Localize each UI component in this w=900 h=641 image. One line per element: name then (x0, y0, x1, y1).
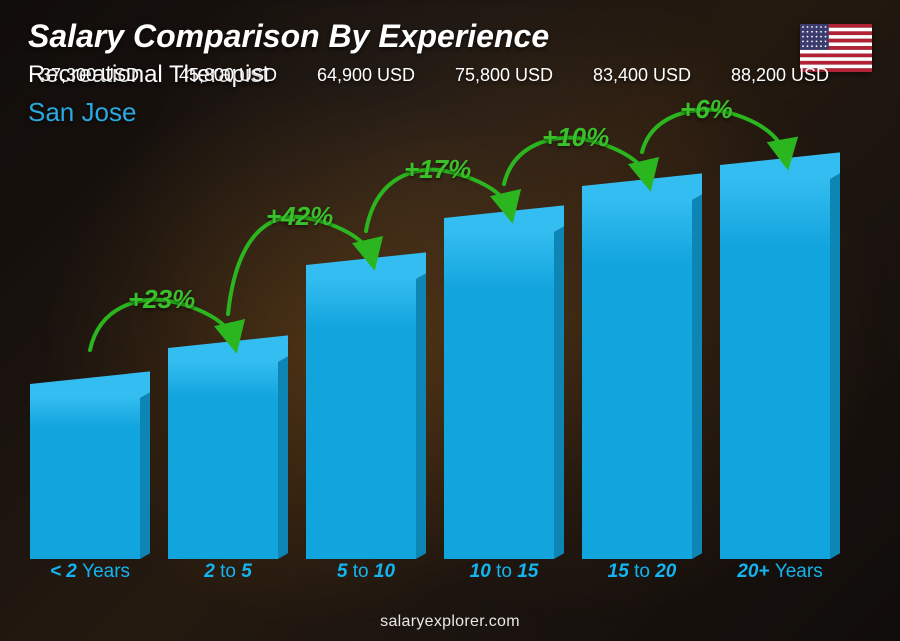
bar-side-face (140, 392, 150, 559)
bar-side-face (416, 273, 426, 559)
infographic-stage: Salary Comparison By Experience Recreati… (0, 0, 900, 641)
bar (720, 179, 840, 559)
value-label: 83,400 USD (593, 65, 691, 86)
x-axis-label: < 2 Years (30, 561, 150, 589)
bar-front-face (582, 200, 692, 559)
delta-label: +6% (680, 94, 733, 125)
delta-label: +23% (128, 284, 195, 315)
x-axis-label: 10 to 15 (444, 561, 564, 589)
bar-front-face (444, 232, 554, 559)
value-label: 75,800 USD (455, 65, 553, 86)
bar-front-face (168, 362, 278, 559)
bar-column: 37,300 USD (30, 109, 150, 559)
x-labels: < 2 Years 2 to 5 5 to 10 10 to 15 15 to 20 20… (30, 561, 840, 589)
x-axis-label: 15 to 20 (582, 561, 702, 589)
bar-side-face (692, 194, 702, 559)
delta-label: +42% (266, 201, 333, 232)
x-axis-label: 5 to 10 (306, 561, 426, 589)
value-label: 88,200 USD (731, 65, 829, 86)
bar (306, 279, 426, 559)
bar (582, 200, 702, 559)
delta-label: +10% (542, 122, 609, 153)
bar (168, 362, 288, 559)
bar-front-face (30, 398, 140, 559)
bar-column: 88,200 USD (720, 109, 840, 559)
salary-bar-chart: 37,300 USD45,800 USD64,900 USD75,800 USD… (30, 109, 840, 589)
bar-column: 83,400 USD (582, 109, 702, 559)
bar-side-face (278, 356, 288, 559)
x-axis-label: 20+ Years (720, 561, 840, 589)
value-label: 37,300 USD (41, 65, 139, 86)
value-label: 64,900 USD (317, 65, 415, 86)
bar-side-face (554, 226, 564, 559)
bar-front-face (720, 179, 830, 559)
bar-column: 45,800 USD (168, 109, 288, 559)
title-main: Salary Comparison By Experience (28, 18, 549, 55)
value-label: 45,800 USD (179, 65, 277, 86)
bar-side-face (830, 173, 840, 559)
bar-front-face (306, 279, 416, 559)
x-axis-label: 2 to 5 (168, 561, 288, 589)
bar (30, 398, 150, 559)
footer-credit: salaryexplorer.com (0, 613, 900, 631)
bar (444, 232, 564, 559)
delta-label: +17% (404, 154, 471, 185)
